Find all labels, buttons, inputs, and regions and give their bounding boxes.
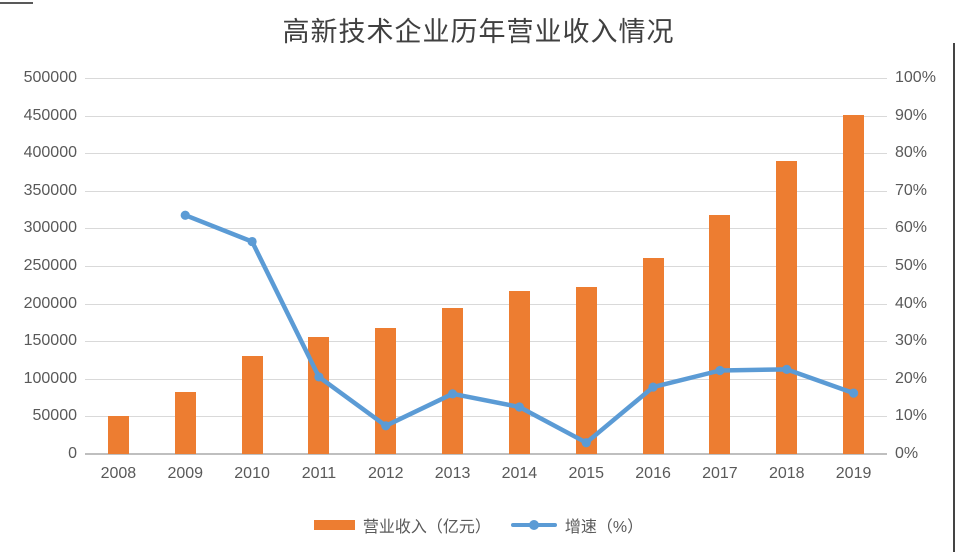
x-axis-line: [85, 453, 887, 455]
y-axis-left-tick-label: 100000: [23, 369, 77, 387]
x-axis-tick-label: 2015: [568, 465, 605, 482]
gridline: [85, 303, 887, 305]
revenue-bar-2019: [843, 114, 865, 454]
y-axis-right-tick-label: 10%: [895, 407, 928, 425]
revenue-bar-2015: [575, 287, 597, 454]
gridline: [85, 78, 887, 79]
gridline: [85, 190, 887, 192]
gridline: [85, 228, 887, 230]
revenue-bar-2013: [442, 308, 464, 454]
y-axis-left-tick-label: 300000: [23, 219, 77, 237]
y-axis-right-tick-label: 0%: [895, 445, 919, 462]
growth-point-marker: [180, 210, 190, 220]
chart-title: 高新技术企业历年营业收入情况: [282, 17, 675, 47]
growth-legend-dot: [528, 520, 539, 530]
revenue-bar-2009: [174, 391, 196, 454]
x-axis-tick-label: 2008: [100, 465, 137, 482]
y-axis-left-tick-label: 50000: [32, 407, 78, 425]
revenue-legend-swatch-icon: [313, 520, 355, 530]
gridline: [85, 115, 887, 117]
revenue-bar-2018: [776, 161, 798, 454]
revenue-bar-2011: [308, 336, 330, 454]
gridline: [85, 341, 887, 343]
y-axis-left-tick-label: 450000: [23, 106, 77, 124]
revenue-bar-2010: [241, 356, 263, 454]
y-axis-right-tick-label: 80%: [895, 144, 928, 162]
y-axis-left-tick-label: 400000: [23, 144, 77, 162]
gridline: [85, 416, 887, 418]
y-axis-left-tick-label: 350000: [23, 181, 77, 199]
growth-legend-label: 增速（%）: [564, 519, 644, 536]
legend-item-revenue: 营业收入（亿元）: [313, 513, 491, 537]
gridline: [85, 378, 887, 380]
y-axis-left-tick-label: 250000: [23, 257, 77, 274]
top-left-border-line: [0, 2, 33, 4]
revenue-bar-2016: [642, 257, 664, 454]
y-axis-right-tick-label: 30%: [895, 332, 928, 350]
revenue-bar-2017: [709, 214, 731, 454]
y-axis-left-tick-label: 200000: [23, 294, 77, 312]
legend: 营业收入（亿元） 增速（%）: [0, 513, 957, 537]
y-axis-left-tick-label: 0: [68, 445, 77, 462]
y-axis-left-tick-label: 500000: [23, 69, 77, 86]
y-axis-right-tick-label: 100%: [895, 69, 936, 86]
x-axis-tick-label: 2012: [367, 465, 404, 482]
x-axis-tick-label: 2011: [301, 465, 337, 482]
gridline: [85, 266, 887, 267]
y-axis-left-tick-label: 150000: [23, 332, 77, 350]
x-axis-tick-label: 2009: [167, 465, 204, 482]
revenue-legend-label: 营业收入（亿元）: [362, 519, 491, 536]
y-axis-right-tick-label: 70%: [895, 181, 928, 199]
x-axis-tick-label: 2013: [434, 465, 471, 482]
right-border-line: [953, 43, 955, 552]
growth-legend-swatch-icon: [510, 520, 557, 530]
growth-point-marker: [247, 236, 257, 247]
y-axis-right-tick-label: 50%: [895, 257, 928, 274]
y-axis-right-tick-label: 40%: [895, 294, 928, 312]
revenue-bar-2008: [107, 415, 129, 454]
x-axis-tick-label: 2016: [635, 465, 671, 482]
gridline: [85, 153, 887, 155]
y-axis-right-tick-label: 60%: [895, 219, 928, 237]
x-axis-tick-label: 2014: [501, 465, 538, 482]
revenue-bar-2012: [375, 328, 397, 454]
revenue-bar-2014: [508, 290, 530, 454]
x-axis-tick-label: 2010: [234, 465, 270, 482]
x-axis-tick-label: 2017: [702, 465, 738, 482]
y-axis-right-tick-label: 90%: [895, 106, 928, 124]
legend-item-growth: 增速（%）: [510, 513, 644, 537]
x-axis-tick-label: 2019: [835, 465, 872, 482]
y-axis-right-tick-label: 20%: [895, 369, 928, 387]
x-axis-tick-label: 2018: [768, 465, 805, 482]
